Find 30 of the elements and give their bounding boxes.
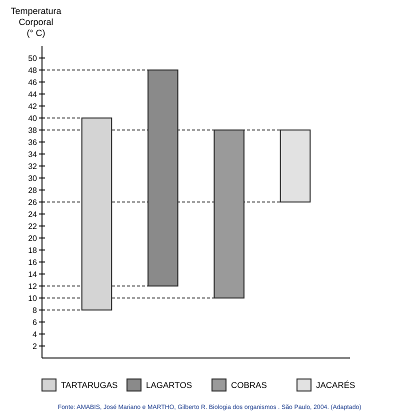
y-tick-label: 42 <box>28 102 38 111</box>
y-tick-label: 28 <box>28 186 38 195</box>
y-tick-label: 4 <box>32 330 38 339</box>
y-tick-label: 10 <box>28 294 38 303</box>
y-tick-label: 24 <box>28 210 38 219</box>
y-tick-label: 44 <box>28 90 38 99</box>
x-tick-label: LAGARTOS <box>146 380 192 390</box>
y-tick-label: 34 <box>28 150 38 159</box>
x-tick-label: COBRAS <box>231 380 268 390</box>
y-tick-label: 48 <box>28 66 38 75</box>
x-tick-label: JACARÉS <box>316 380 356 390</box>
y-tick-label: 16 <box>28 258 38 267</box>
y-tick-label: 40 <box>28 114 38 123</box>
y-tick-label: 22 <box>28 222 38 231</box>
y-tick-label: 14 <box>28 270 38 279</box>
y-tick-label: 2 <box>32 342 38 351</box>
y-tick-label: 30 <box>28 174 38 183</box>
y-tick-label: 20 <box>28 234 38 243</box>
y-tick-label: 32 <box>28 162 38 171</box>
x-tick-label: TARTARUGAS <box>61 380 118 390</box>
y-tick-label: 46 <box>28 78 38 87</box>
y-axis-title: Temperatura Corporal (° C) <box>10 6 62 38</box>
y-tick-label: 50 <box>28 54 38 63</box>
y-tick-label: 12 <box>28 282 38 291</box>
y-tick-label: 6 <box>32 318 38 327</box>
y-tick-label: 26 <box>28 198 38 207</box>
y-tick-label: 18 <box>28 246 38 255</box>
y-tick-label: 38 <box>28 126 38 135</box>
y-tick-label: 8 <box>32 306 38 315</box>
y-tick-label: 36 <box>28 138 38 147</box>
